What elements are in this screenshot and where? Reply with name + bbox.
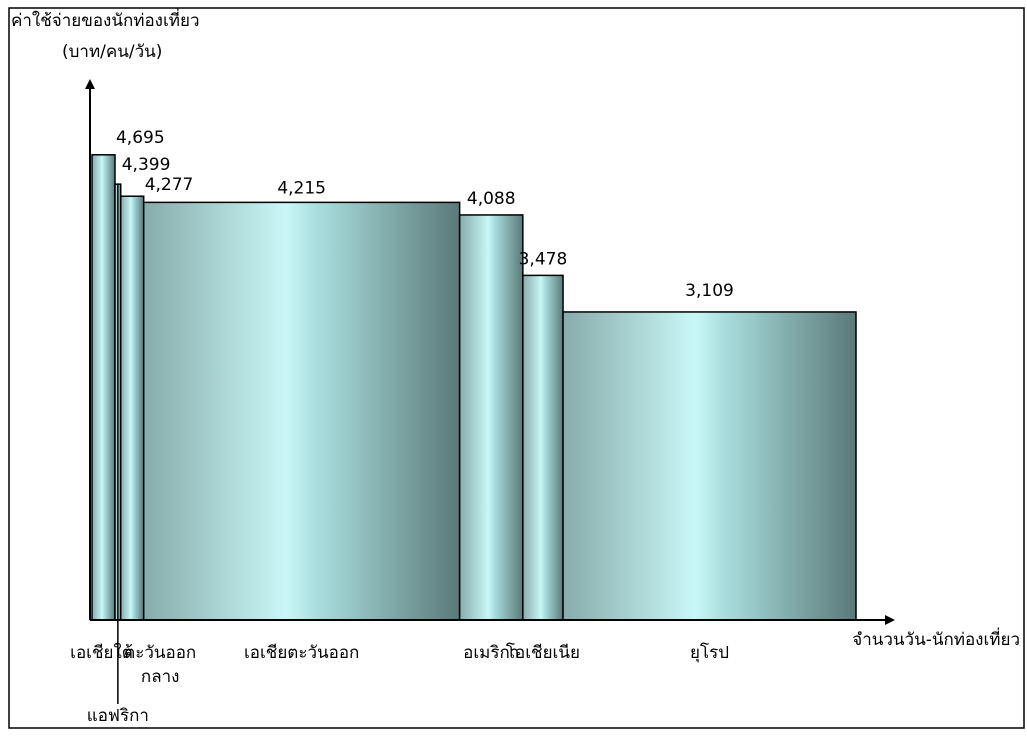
y-axis-label-line1: ค่าใช้จ่ายของนักท่องเที่ยว	[11, 8, 200, 31]
category-label-middle-east-line1: ตะวันออก	[124, 643, 196, 663]
bars-layer	[91, 154, 857, 621]
category-label-africa: แอฟริกา	[87, 706, 149, 726]
bar-3	[119, 195, 145, 621]
bar-4	[142, 201, 461, 621]
y-axis-label-line2: (บาท/คน/วัน)	[62, 42, 162, 62]
bar-value-label-1: 4,695	[116, 128, 165, 148]
category-label-middle-east-line2: กลาง	[141, 667, 180, 687]
category-label-7: ยุโรป	[690, 642, 729, 663]
category-label-6: โอเชียเนีย	[506, 642, 580, 663]
bar-5	[458, 214, 524, 621]
bar-value-label-4: 4,215	[277, 178, 326, 198]
category-label-5: อเมริกา	[463, 643, 519, 663]
bar-value-label-3: 4,277	[145, 175, 194, 195]
bar-value-label-6: 3,478	[519, 249, 568, 269]
bar-6	[522, 274, 564, 621]
bar-value-label-5: 4,088	[467, 189, 516, 209]
bar-value-label-2: 4,399	[122, 155, 171, 175]
bar-7	[562, 311, 857, 621]
plot-border	[8, 7, 1025, 729]
bar-1	[91, 154, 116, 621]
category-label-4: เอเชียตะวันออก	[244, 643, 359, 663]
x-axis-label: จำนวนวัน-นักท่องเที่ยว	[852, 627, 1020, 650]
bar-value-label-7: 3,109	[685, 281, 734, 301]
